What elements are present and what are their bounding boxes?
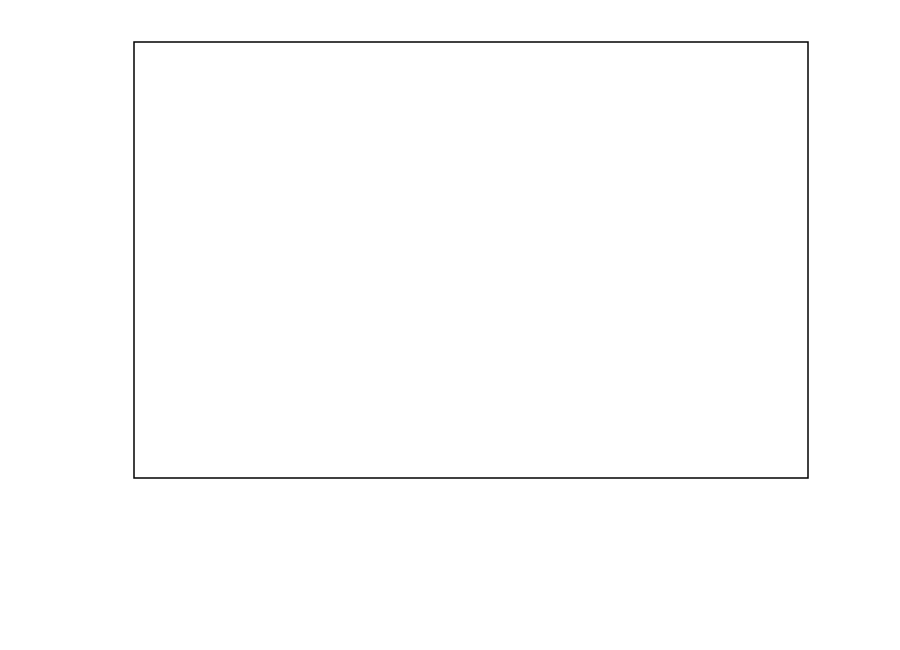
plot-box	[133, 41, 809, 479]
